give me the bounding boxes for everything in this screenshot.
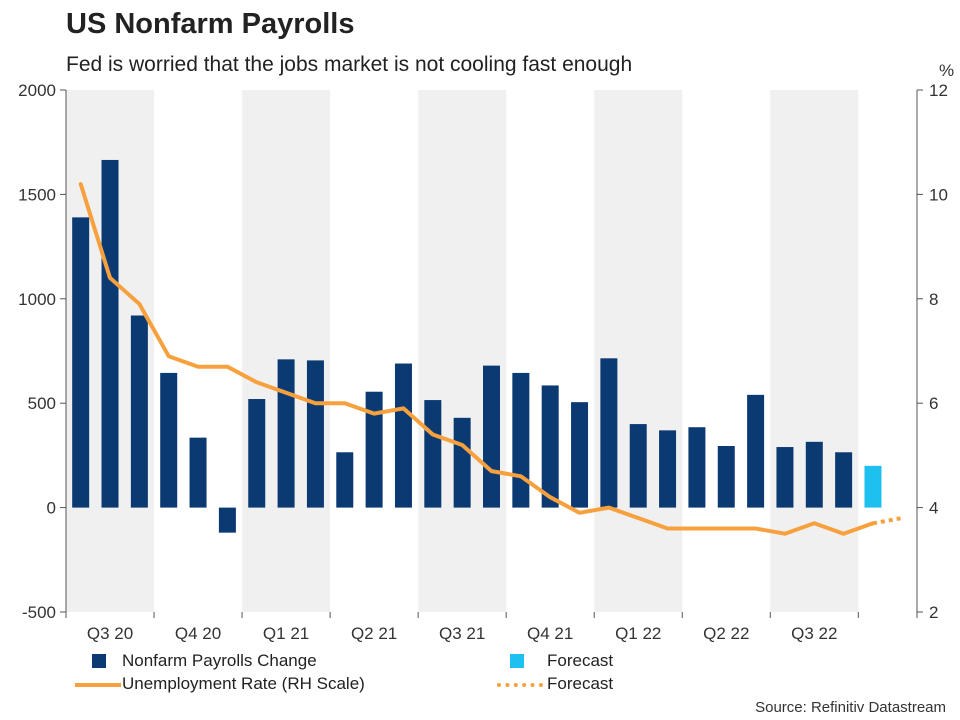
payrolls-bar [248, 399, 266, 508]
x-tick-label: Q2 22 [703, 624, 749, 643]
right-tick-label: 10 [929, 185, 948, 204]
forecast-bar [864, 465, 882, 508]
payrolls-bar [189, 437, 207, 508]
payrolls-bar [277, 359, 295, 508]
chart-title: US Nonfarm Payrolls [66, 8, 355, 40]
x-tick-label: Q1 22 [615, 624, 661, 643]
legend-label-payrolls: Nonfarm Payrolls Change [122, 651, 317, 670]
payrolls-bar [101, 159, 119, 508]
payrolls-bar [747, 394, 765, 508]
legend-label-forecast-line: Forecast [547, 674, 614, 693]
right-tick-label: 4 [929, 499, 938, 518]
payrolls-bar [717, 446, 735, 508]
left-tick-label: 1500 [18, 185, 56, 204]
left-tick-label: 1000 [18, 290, 56, 309]
payrolls-bar [835, 452, 853, 508]
payrolls-bar [541, 385, 559, 508]
payrolls-bar [160, 372, 178, 508]
quarter-band [418, 90, 507, 612]
payrolls-bar [600, 358, 618, 508]
left-tick-label: -500 [22, 603, 56, 622]
payrolls-bar [453, 417, 471, 508]
payrolls-bar [688, 427, 706, 508]
payrolls-bar [776, 447, 794, 508]
x-tick-label: Q3 20 [87, 624, 133, 643]
payrolls-bar [72, 217, 90, 508]
right-tick-label: 12 [929, 81, 948, 100]
legend-swatch-unemployment [75, 683, 121, 687]
payrolls-bar [483, 365, 500, 508]
quarter-band [242, 90, 331, 612]
payrolls-bar [659, 430, 677, 508]
forecast-line [872, 516, 903, 526]
right-tick-label: 2 [929, 603, 938, 622]
payrolls-bar [571, 402, 589, 508]
payrolls-bar [424, 400, 442, 508]
x-tick-label: Q1 21 [263, 624, 309, 643]
payrolls-bar [365, 391, 383, 508]
payrolls-bar [218, 507, 236, 533]
quarter-bands [66, 90, 859, 612]
chart-subtitle: Fed is worried that the jobs market is n… [66, 53, 633, 76]
x-tick-label: Q3 21 [439, 624, 485, 643]
legend-label-unemployment: Unemployment Rate (RH Scale) [122, 674, 365, 693]
payrolls-bar [394, 363, 412, 508]
x-tick-label: Q4 20 [175, 624, 221, 643]
payrolls-bar [130, 315, 148, 508]
left-tick-label: 500 [28, 394, 56, 413]
legend-swatch-payrolls [92, 654, 106, 668]
x-tick-label: Q3 22 [791, 624, 837, 643]
x-tick-label: Q4 21 [527, 624, 573, 643]
payrolls-bar [336, 452, 354, 508]
legend-swatch-forecast-line [497, 683, 543, 687]
bar-series [72, 159, 882, 533]
right-tick-label: 6 [929, 394, 938, 413]
line-series [78, 182, 903, 536]
legend-swatch-forecast-bar [510, 654, 524, 668]
payrolls-bar [512, 372, 530, 508]
payrolls-bar [629, 424, 647, 508]
unemployment-line [78, 182, 875, 536]
left-tick-label: 2000 [18, 81, 56, 100]
source-note: Source: Refinitiv Datastream [755, 699, 946, 716]
right-axis-unit: % [939, 61, 954, 80]
legend-label-forecast-bar: Forecast [547, 651, 614, 670]
payrolls-bar [306, 360, 324, 508]
axes: 2000 1500 1000 500 0 -500 12 10 8 6 4 2% Q3 20 Q4 20 Q… [18, 61, 954, 643]
payrolls-bar [805, 441, 823, 508]
x-tick-label: Q2 21 [351, 624, 397, 643]
right-tick-label: 8 [929, 290, 938, 309]
quarter-band [594, 90, 683, 612]
left-tick-label: 0 [47, 499, 56, 518]
